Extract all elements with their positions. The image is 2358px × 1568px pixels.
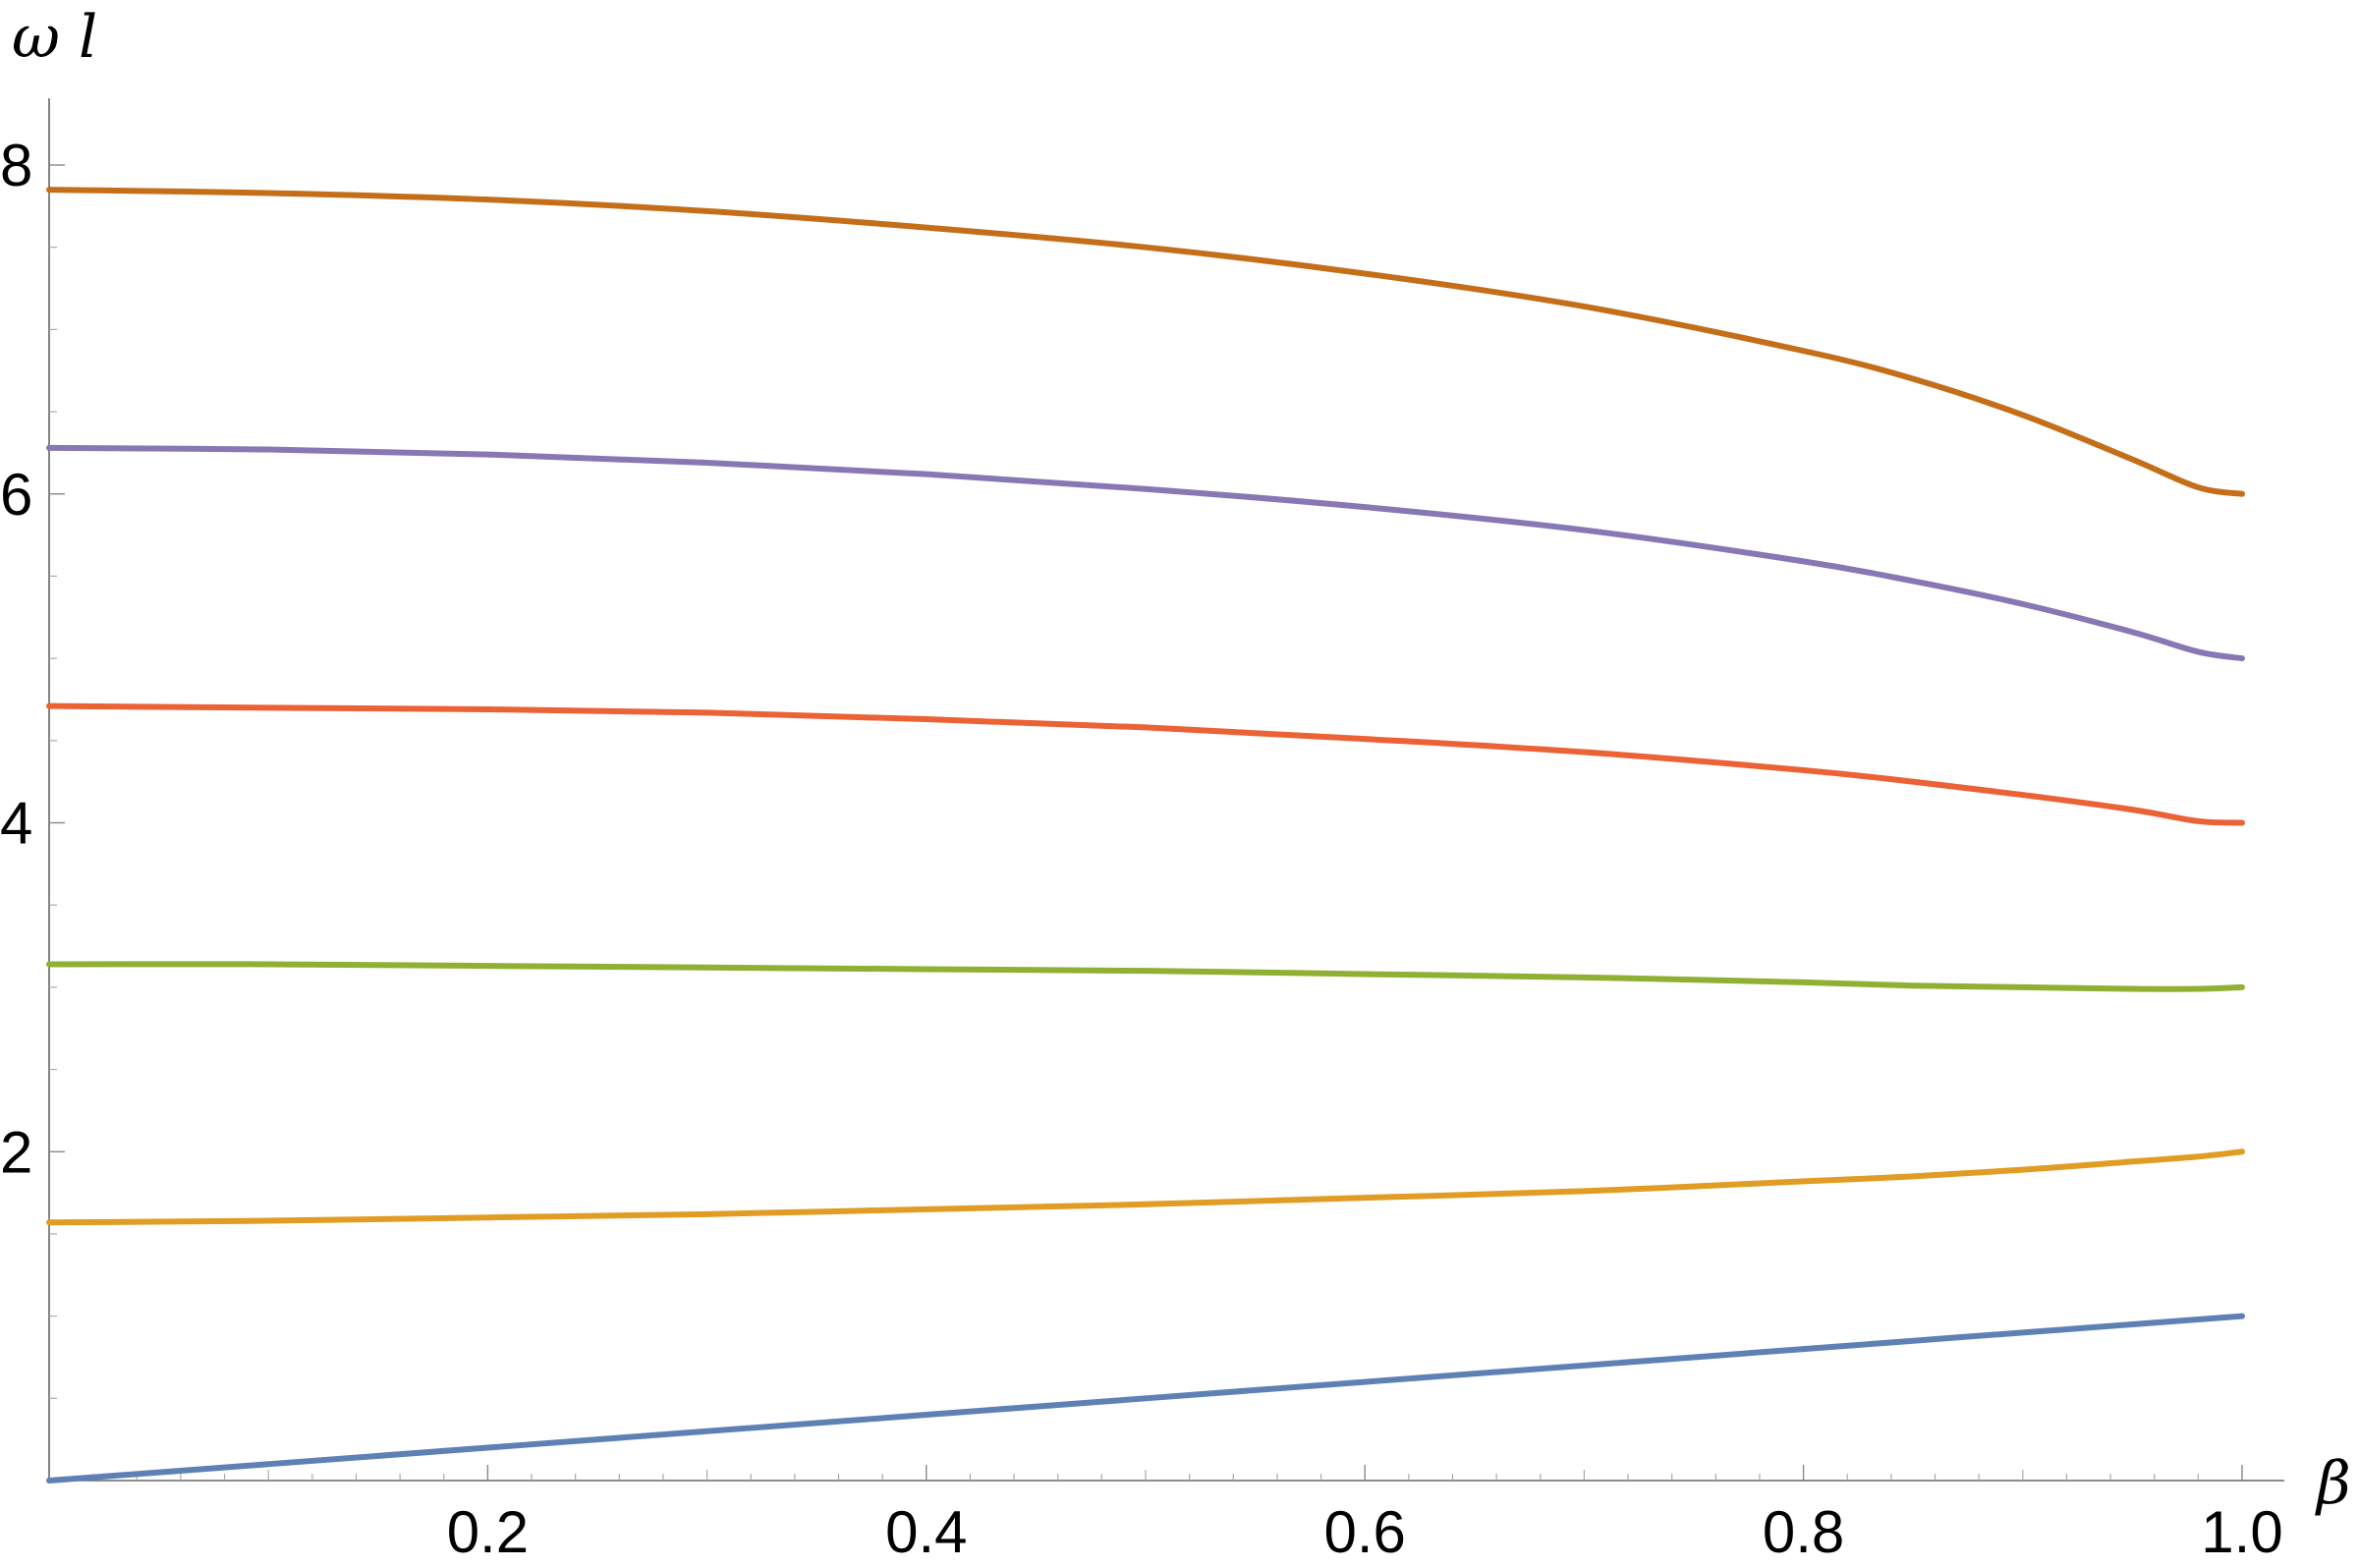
x-tick-label: 0.6 — [1323, 1499, 1405, 1565]
series-line-2 — [46, 1148, 2245, 1226]
series-line-1 — [46, 1313, 2245, 1484]
y-tick-label: 2 — [0, 1119, 32, 1185]
y-tick-label: 8 — [0, 133, 32, 198]
x-tick-label: 0.8 — [1763, 1499, 1844, 1565]
x-axis-label: β — [2315, 1449, 2351, 1518]
y-tick-label: 6 — [0, 462, 32, 528]
series-line-5 — [46, 444, 2245, 662]
ticks — [49, 164, 2243, 1481]
series-lines — [46, 187, 2245, 1484]
y-tick-label: 4 — [0, 791, 32, 857]
x-tick-label: 0.4 — [885, 1499, 967, 1565]
y-axis-label: ω l — [12, 3, 97, 72]
x-tick-label: 0.2 — [447, 1499, 529, 1565]
axes — [48, 98, 2284, 1482]
x-tick-label: 1.0 — [2201, 1499, 2282, 1565]
tick-labels: 0.2 0.4 0.6 0.8 1.0 2 4 6 8 — [0, 133, 2283, 1565]
series-line-4 — [46, 702, 2245, 826]
series-line-6 — [46, 187, 2245, 497]
series-line-3 — [46, 961, 2245, 992]
